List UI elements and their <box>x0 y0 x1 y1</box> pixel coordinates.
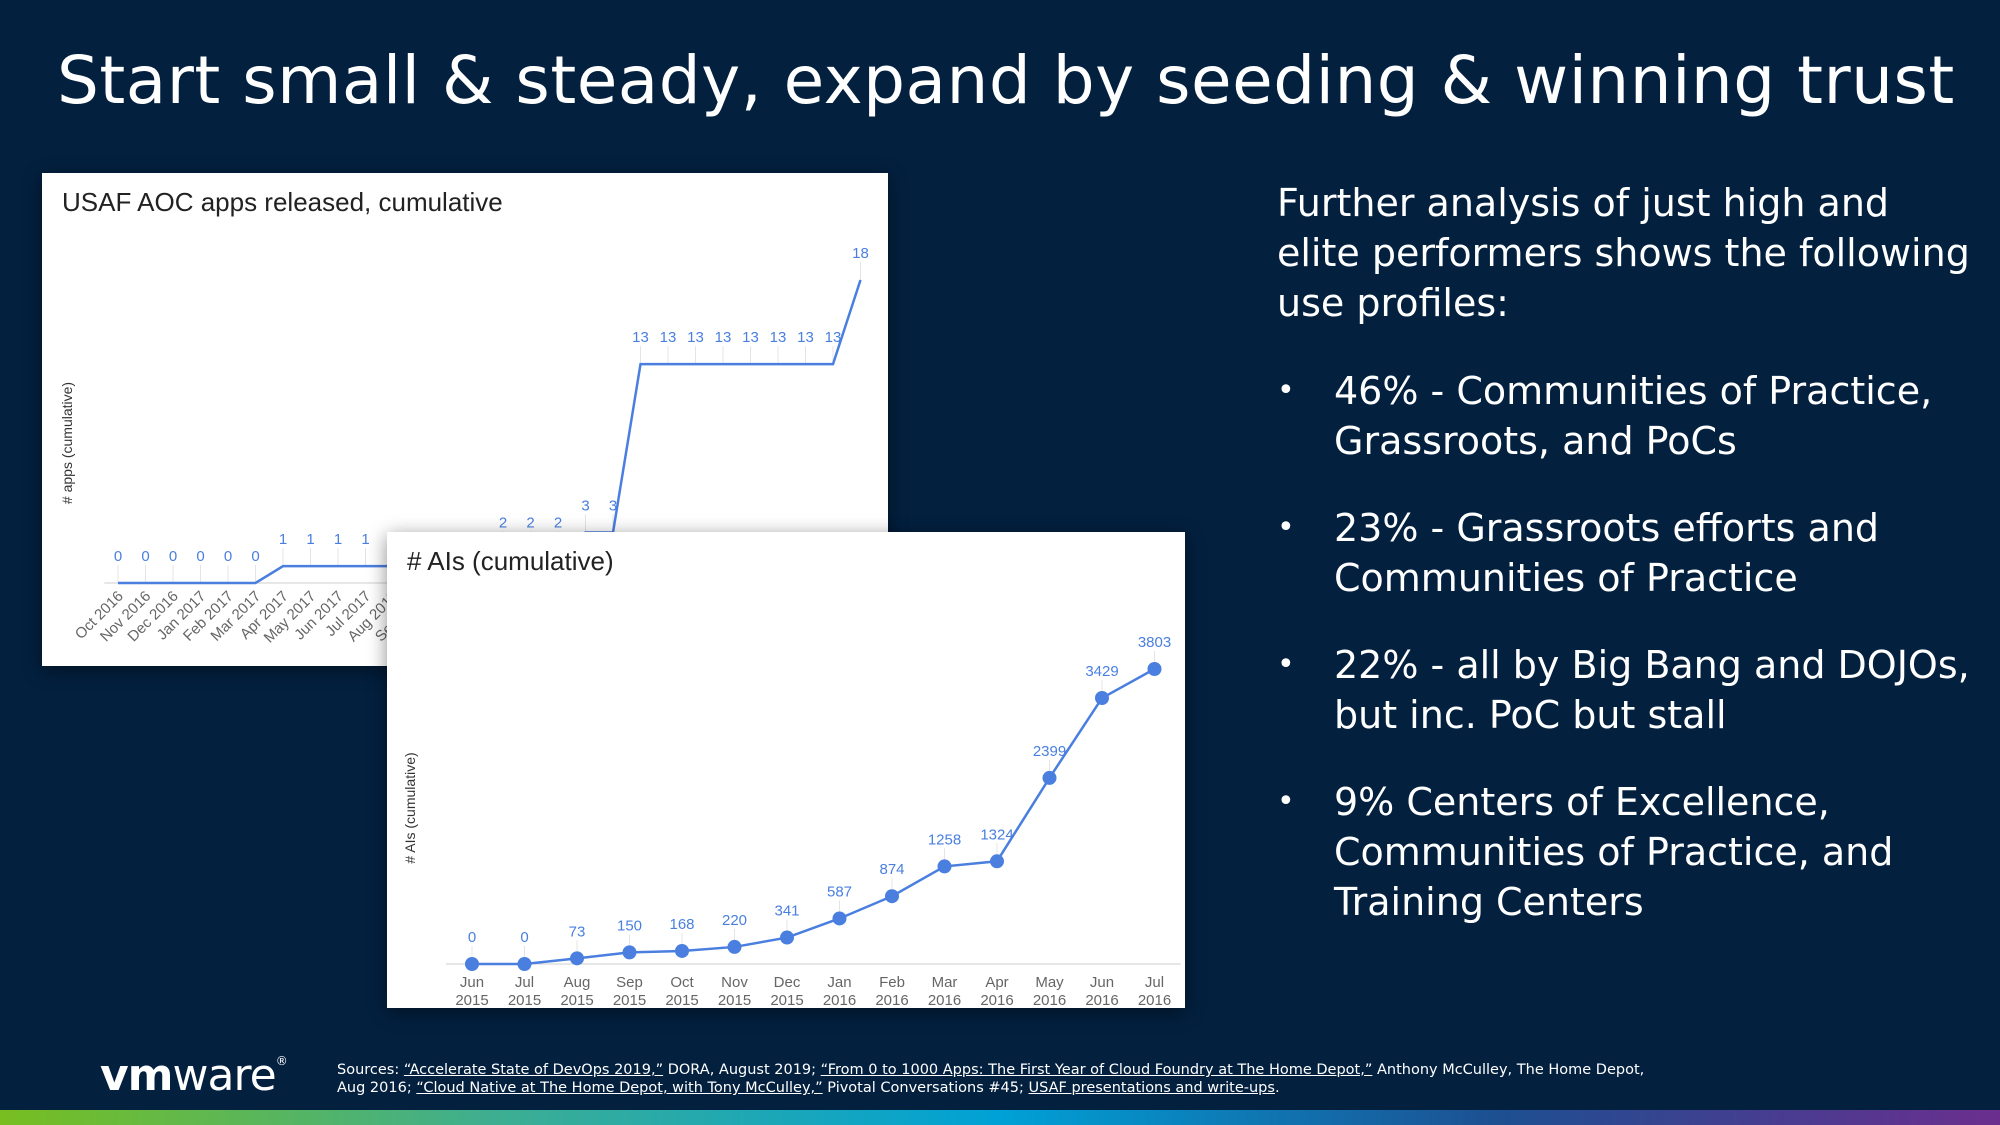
ais-data-label: 587 <box>827 883 852 900</box>
apps-data-label: 0 <box>251 548 259 565</box>
apps-data-label: 0 <box>169 548 177 565</box>
apps-data-label: 0 <box>114 548 122 565</box>
ais-data-point <box>622 945 637 960</box>
ais-tick-label: Aug 2015 <box>560 974 593 1008</box>
slide-title: Start small & steady, expand by seeding … <box>57 42 1955 119</box>
ais-data-label: 2399 <box>1033 743 1066 760</box>
ais-data-label: 3803 <box>1138 634 1171 651</box>
apps-data-label: 0 <box>224 548 232 565</box>
ais-tick-label: Mar 2016 <box>928 974 961 1008</box>
apps-data-label: 3 <box>609 498 617 515</box>
ais-tick-label: Dec 2015 <box>770 974 803 1008</box>
ais-data-point <box>780 930 794 945</box>
profile-item-text: 22% - all by Big Bang and DOJOs, but inc… <box>1334 643 1970 737</box>
source-link-pivotal[interactable]: “Cloud Native at The Home Depot, with To… <box>416 1080 823 1096</box>
apps-data-label: 13 <box>632 329 649 346</box>
ais-tick-label: May 2016 <box>1033 974 1066 1008</box>
ais-data-point <box>885 889 899 904</box>
usaf-apps-chart-title: USAF AOC apps released, cumulative <box>62 187 503 217</box>
profile-item-text: 23% - Grassroots efforts and Communities… <box>1334 506 1880 600</box>
apps-data-label: 13 <box>825 329 842 346</box>
ais-data-label: 0 <box>520 929 528 946</box>
apps-data-label: 13 <box>742 329 759 346</box>
profile-item-text: 46% - Communities of Practice, Grassroot… <box>1334 369 1933 463</box>
ais-data-label: 168 <box>669 916 694 933</box>
ais-data-point <box>570 951 584 966</box>
analysis-text: Further analysis of just high and elite … <box>1277 178 1977 964</box>
apps-data-label: 13 <box>687 329 704 346</box>
bullet-icon: • <box>1277 373 1295 408</box>
ais-data-label: 73 <box>569 923 586 940</box>
ais-data-label: 0 <box>468 929 476 946</box>
bullet-icon: • <box>1277 647 1295 682</box>
ais-data-point <box>1095 691 1109 706</box>
apps-data-label: 0 <box>141 548 149 565</box>
ais-data-point <box>727 939 742 954</box>
apps-data-label: 2 <box>554 514 562 531</box>
ais-data-label: 1324 <box>980 826 1013 843</box>
ais-data-point <box>517 957 532 971</box>
apps-data-label: 1 <box>279 531 287 548</box>
ais-data-point <box>937 859 952 874</box>
apps-data-label: 13 <box>770 329 787 346</box>
ais-series-line <box>472 667 1156 966</box>
profile-list: • 46% - Communities of Practice, Grassroo… <box>1277 366 1977 927</box>
profile-item: • 23% - Grassroots efforts and Communitie… <box>1277 503 1977 603</box>
ais-data-label: 874 <box>879 861 904 878</box>
apps-y-axis-title: # apps (cumulative) <box>59 382 75 504</box>
ais-tick-label: Nov 2015 <box>718 974 751 1008</box>
apps-data-label: 0 <box>196 548 204 565</box>
profile-item-text: 9% Centers of Excellence, Communities of… <box>1334 780 1894 924</box>
ais-data-label: 341 <box>774 903 799 920</box>
ais-data-point <box>1042 770 1057 785</box>
apps-data-label: 3 <box>581 498 589 515</box>
bullet-icon: • <box>1277 784 1295 819</box>
profile-item: • 9% Centers of Excellence, Communities o… <box>1277 777 1977 927</box>
sources-footnote: Sources: “Accelerate State of DevOps 201… <box>337 1062 1645 1096</box>
sources-prefix: Sources: <box>337 1062 404 1078</box>
apps-data-label: 1 <box>361 531 369 548</box>
brand-gradient-bar <box>0 1110 2000 1125</box>
bullet-icon: • <box>1277 510 1295 545</box>
apps-data-label: 13 <box>797 329 814 346</box>
ais-data-label: 150 <box>617 917 642 934</box>
ais-chart-panel: # AIs (cumulative) # AIs (cumulative) 0 0 7… <box>387 532 1185 1008</box>
profile-item: • 46% - Communities of Practice, Grassroo… <box>1277 366 1977 466</box>
ais-tick-label: Jan 2016 <box>823 974 856 1008</box>
ais-tick-label: Jun 2015 <box>455 974 488 1008</box>
ais-chart: # AIs (cumulative) 0 0 73 150 168 220 341 587 874… <box>402 634 1181 1008</box>
apps-data-label: 18 <box>852 245 869 262</box>
source-link-home-depot[interactable]: “From 0 to 1000 Apps: The First Year of … <box>820 1062 1373 1078</box>
ais-tick-label: Oct 2015 <box>665 974 698 1008</box>
ais-tick-label: Feb 2016 <box>875 974 908 1008</box>
ais-data-point <box>465 957 479 971</box>
ais-data-label: 1258 <box>928 831 961 848</box>
apps-data-label: 13 <box>660 329 677 346</box>
vmware-logo: vmware® <box>100 1050 288 1101</box>
ais-data-point <box>675 943 689 958</box>
profile-item: • 22% - all by Big Bang and DOJOs, but in… <box>1277 640 1977 740</box>
ais-data-label: 220 <box>722 912 747 929</box>
apps-data-label: 1 <box>306 531 314 548</box>
ais-tick-label: Jun 2016 <box>1085 974 1118 1008</box>
apps-data-label: 13 <box>715 329 732 346</box>
ais-y-axis-title: # AIs (cumulative) <box>402 752 418 863</box>
ais-tick-label: Jul 2015 <box>508 974 541 1008</box>
ais-chart-title: # AIs (cumulative) <box>407 546 614 576</box>
apps-data-label: 1 <box>334 531 342 548</box>
ais-tick-label: Jul 2016 <box>1138 974 1171 1008</box>
ais-tick-label: Sep 2015 <box>613 974 646 1008</box>
ais-data-point <box>990 854 1004 869</box>
apps-data-label: 2 <box>526 514 534 531</box>
source-link-dora[interactable]: “Accelerate State of DevOps 2019,” <box>403 1062 664 1078</box>
analysis-intro: Further analysis of just high and elite … <box>1277 181 1970 325</box>
ais-data-point <box>1147 662 1162 676</box>
ais-data-point <box>832 911 847 926</box>
ais-tick-label: Apr 2016 <box>980 974 1013 1008</box>
ais-data-label: 3429 <box>1085 663 1118 680</box>
source-link-usaf[interactable]: USAF presentations and write-ups <box>1028 1080 1275 1096</box>
apps-data-label: 2 <box>499 514 507 531</box>
